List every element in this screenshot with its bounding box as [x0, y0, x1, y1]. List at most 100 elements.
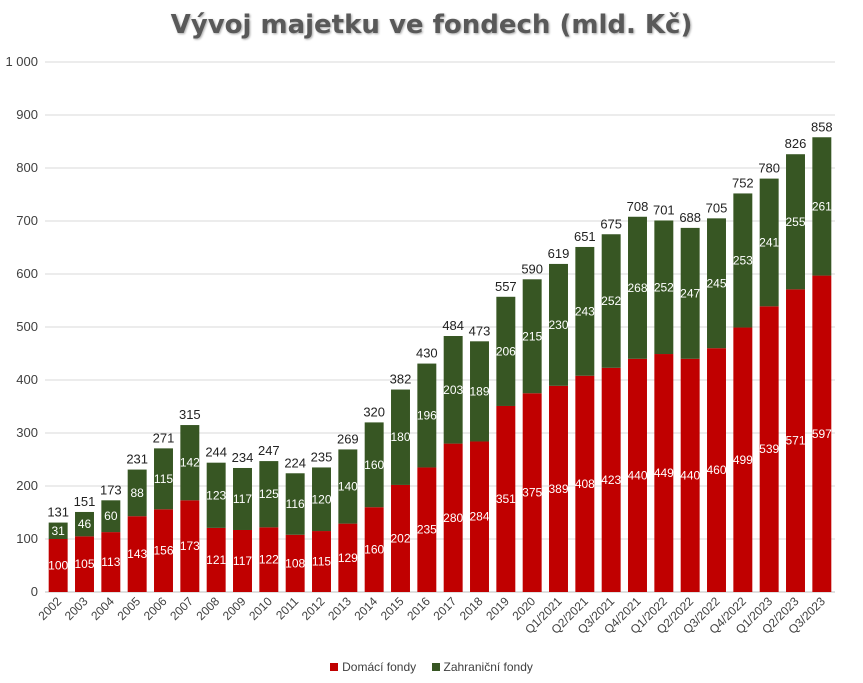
legend-swatch-domestic: [330, 663, 339, 671]
label-foreign: 142: [180, 456, 200, 470]
legend-swatch-foreign: [431, 663, 440, 671]
label-domestic: 129: [338, 551, 358, 565]
bar-domestic: [101, 532, 121, 592]
label-foreign: 189: [469, 384, 489, 398]
bar-foreign: [470, 341, 489, 442]
bar-domestic: [707, 348, 726, 592]
label-foreign: 116: [286, 497, 305, 511]
bar-domestic: [338, 523, 358, 592]
label-foreign: 117: [233, 492, 252, 506]
bar-foreign: [364, 422, 384, 508]
x-tick-label: 2003: [62, 594, 91, 623]
label-domestic: 284: [469, 510, 489, 524]
x-tick-label: 2005: [115, 594, 144, 623]
data-labels: 100 31 131 105 46 151 113 60 173 143 88 231 156 115 27…: [47, 119, 832, 572]
label-domestic: 121: [206, 553, 226, 567]
label-foreign: 230: [548, 318, 568, 332]
bar-domestic: [496, 405, 516, 592]
bar-domestic: [259, 527, 279, 592]
bar-domestic: [654, 354, 674, 592]
label-total: 247: [258, 443, 280, 458]
bar-foreign: [259, 461, 279, 528]
bar-foreign: [812, 137, 832, 276]
label-total: 708: [627, 199, 649, 214]
label-foreign: 247: [680, 286, 700, 300]
bar-domestic: [233, 529, 252, 592]
legend: Domácí fondy Zahraniční fondy: [0, 660, 863, 674]
label-foreign: 203: [443, 383, 463, 397]
label-total: 619: [548, 246, 570, 261]
label-total: 224: [284, 455, 306, 470]
label-foreign: 120: [311, 492, 331, 506]
label-foreign: 252: [601, 294, 621, 308]
label-domestic: 351: [496, 492, 516, 506]
y-tick-label: 1 000: [5, 54, 38, 69]
label-total: 688: [679, 210, 701, 225]
y-tick-label: 400: [16, 372, 38, 387]
bar-foreign: [48, 522, 68, 539]
bar-domestic: [312, 531, 331, 592]
legend-item-foreign: Zahraniční fondy: [431, 660, 533, 674]
label-foreign: 268: [627, 281, 647, 295]
bar-domestic: [549, 385, 568, 592]
label-domestic: 449: [654, 466, 674, 480]
label-domestic: 408: [575, 477, 595, 491]
y-tick-label: 800: [16, 160, 38, 175]
bar-foreign: [680, 227, 700, 359]
bar-foreign: [549, 263, 568, 386]
label-total: 269: [337, 431, 359, 446]
x-tick-label: 2012: [299, 594, 328, 623]
bar-foreign: [601, 234, 621, 368]
bar-domestic: [812, 275, 832, 592]
label-total: 590: [521, 261, 543, 276]
bar-domestic: [364, 507, 384, 592]
x-tick-label: 2019: [483, 594, 512, 623]
label-total: 705: [706, 200, 728, 215]
label-domestic: 571: [785, 434, 805, 448]
label-total: 701: [653, 202, 675, 217]
label-domestic: 117: [233, 554, 252, 568]
label-domestic: 597: [812, 427, 832, 441]
x-tick-label: 2016: [404, 594, 433, 623]
label-total: 131: [47, 505, 69, 520]
label-domestic: 460: [706, 463, 726, 477]
label-domestic: 173: [180, 539, 200, 553]
bar-foreign: [180, 425, 200, 501]
x-tick-label: 2009: [220, 594, 249, 623]
label-domestic: 499: [733, 453, 753, 467]
label-domestic: 375: [522, 486, 542, 500]
label-total: 315: [179, 407, 201, 422]
label-domestic: 122: [259, 553, 279, 567]
label-total: 382: [390, 372, 412, 387]
bar-domestic: [285, 534, 305, 592]
label-foreign: 245: [706, 276, 726, 290]
label-domestic: 100: [48, 559, 68, 573]
x-tick-label: 2017: [431, 594, 460, 623]
label-foreign: 206: [496, 344, 516, 358]
label-total: 780: [758, 161, 780, 176]
label-foreign: 196: [417, 409, 437, 423]
x-tick-label: 2011: [273, 594, 301, 622]
label-total: 651: [574, 229, 596, 244]
label-domestic: 235: [417, 523, 437, 537]
bar-domestic: [206, 527, 226, 592]
y-tick-label: 900: [16, 107, 38, 122]
x-tick-label: 2010: [246, 594, 275, 623]
y-tick-label: 500: [16, 319, 38, 334]
bar-domestic: [470, 441, 489, 592]
bar-foreign: [786, 154, 805, 290]
label-domestic: 389: [548, 482, 568, 496]
x-tick-label: 2014: [352, 594, 381, 623]
label-foreign: 241: [759, 235, 779, 249]
label-total: 858: [811, 119, 833, 134]
bar-foreign: [443, 336, 463, 444]
bar-domestic: [443, 443, 463, 592]
label-domestic: 280: [443, 511, 463, 525]
label-total: 271: [153, 430, 175, 445]
x-tick-label: 2006: [141, 594, 170, 623]
label-domestic: 143: [127, 547, 147, 561]
bar-foreign: [496, 296, 516, 406]
bar-domestic: [628, 358, 647, 592]
bar-domestic: [154, 509, 173, 592]
